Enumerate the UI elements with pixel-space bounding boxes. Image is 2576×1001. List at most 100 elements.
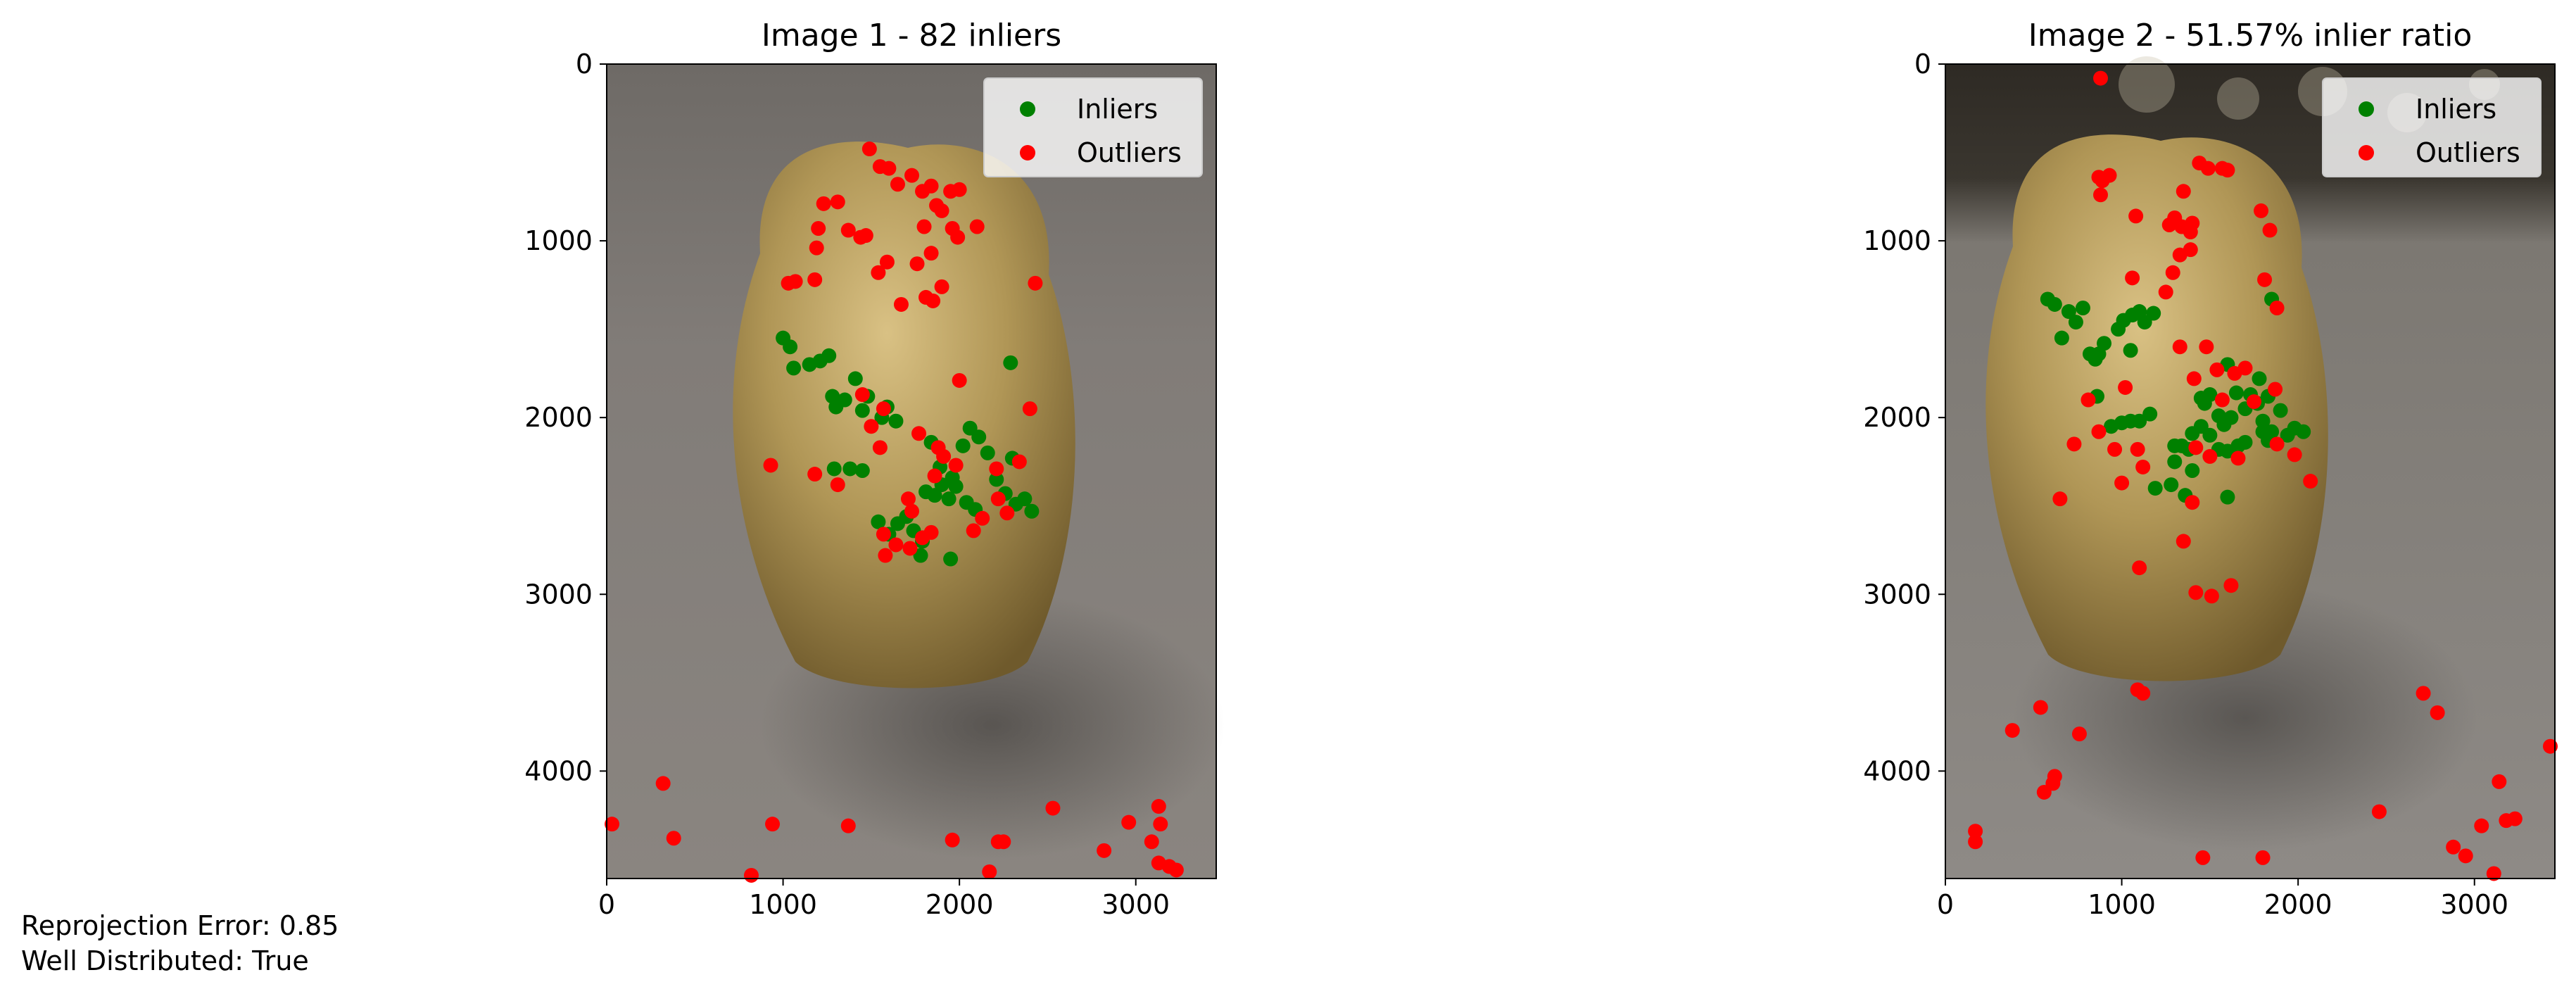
outlier-point — [2114, 475, 2130, 491]
outlier-point — [2081, 392, 2096, 408]
outlier-point — [904, 168, 920, 183]
chart-panel-image-2: Image 2 - 51.57% inlier ratio 0 1000 2000 30… — [1863, 18, 2558, 920]
outlier-point — [2188, 440, 2204, 455]
outlier-point — [881, 160, 897, 176]
legend-marker — [2359, 145, 2374, 160]
outlier-point — [950, 229, 966, 245]
outlier-point — [2172, 339, 2187, 355]
outlier-point — [2507, 811, 2523, 826]
legend-marker — [1020, 145, 1035, 160]
inlier-point — [2255, 413, 2271, 429]
outlier-point — [655, 776, 671, 791]
inlier-point — [2273, 403, 2288, 418]
outlier-point — [2102, 168, 2117, 183]
outlier-point — [2172, 247, 2187, 263]
inlier-point — [2068, 315, 2083, 330]
inlier-point — [786, 360, 802, 376]
outlier-point — [2165, 265, 2180, 280]
outlier-point — [2200, 160, 2216, 176]
outlier-point — [2186, 371, 2202, 386]
outlier-point — [952, 372, 967, 388]
outlier-point — [2255, 850, 2271, 865]
y-tick-label: 0 — [576, 49, 593, 80]
outlier-point — [2492, 774, 2507, 789]
outlier-point — [809, 240, 824, 256]
outlier-point — [876, 401, 891, 417]
outlier-point — [2093, 70, 2109, 86]
outlier-point — [2262, 222, 2278, 238]
outlier-point — [2223, 578, 2239, 593]
outlier-point — [858, 228, 873, 244]
outlier-point — [781, 275, 796, 291]
inlier-point — [2220, 489, 2235, 505]
legend-label: Outliers — [1077, 137, 1182, 168]
outlier-point — [2176, 534, 2191, 549]
inlier-point — [980, 445, 995, 460]
outlier-point — [2158, 284, 2173, 300]
outlier-point — [2268, 382, 2283, 397]
inlier-point — [2202, 427, 2218, 443]
inlier-point — [1024, 503, 1040, 519]
outlier-point — [861, 141, 877, 157]
outlier-point — [743, 867, 759, 883]
outlier-point — [945, 832, 960, 848]
outlier-point — [666, 831, 681, 846]
inlier-point — [2220, 443, 2235, 459]
outlier-point — [2091, 424, 2107, 439]
y-tick-label: 1000 — [524, 225, 593, 256]
outlier-point — [1045, 800, 1061, 816]
inlier-point — [2164, 477, 2179, 493]
outlier-point — [999, 505, 1015, 521]
outlier-point — [2230, 451, 2246, 466]
inlier-point — [854, 403, 870, 418]
inlier-point — [2075, 300, 2090, 315]
chart-title: Image 1 - 82 inliers — [762, 18, 1061, 53]
outlier-point — [2130, 441, 2145, 457]
inlier-point — [826, 461, 842, 477]
inlier-point — [783, 339, 798, 355]
x-tick-label: 2000 — [2264, 889, 2332, 920]
outlier-point — [890, 177, 905, 192]
outlier-point — [2128, 208, 2144, 224]
outlier-point — [893, 296, 909, 312]
inlier-point — [2193, 391, 2209, 406]
outlier-point — [879, 254, 895, 270]
outlier-point — [2161, 217, 2177, 232]
outlier-point — [996, 834, 1011, 850]
y-tick-label: 0 — [1914, 49, 1931, 80]
outlier-point — [904, 503, 920, 519]
legend-label: Inliers — [1077, 94, 1158, 125]
inlier-point — [948, 479, 964, 494]
inlier-point — [2142, 406, 2158, 422]
outlier-point — [923, 524, 939, 540]
outlier-point — [2269, 436, 2285, 452]
outlier-point — [763, 458, 778, 473]
legend-marker — [1020, 101, 1035, 117]
outlier-point — [807, 272, 823, 287]
inlier-point — [943, 551, 959, 567]
outlier-point — [2269, 300, 2285, 315]
inlier-point — [2097, 336, 2112, 351]
chart-title: Image 2 - 51.57% inlier ratio — [2028, 18, 2473, 53]
inlier-point — [2228, 385, 2244, 401]
chart-panel-image-1: Image 1 - 82 inliers 0 1000 2000 3000 0 1000 20… — [524, 18, 1225, 920]
outlier-point — [934, 203, 949, 218]
outlier-point — [926, 293, 941, 308]
legend: Inliers Outliers — [983, 77, 1203, 177]
reprojection-error-text: Reprojection Error: 0.85 — [21, 910, 339, 941]
outlier-point — [966, 523, 981, 539]
outlier-point — [975, 510, 990, 526]
x-tick-label: 1000 — [2088, 889, 2156, 920]
outlier-point — [2093, 187, 2109, 203]
inlier-point — [913, 548, 928, 563]
inlier-point — [2132, 413, 2147, 429]
outlier-point — [2033, 700, 2048, 715]
outlier-point — [2254, 203, 2269, 218]
outlier-point — [989, 461, 1004, 477]
outlier-point — [830, 477, 845, 493]
outlier-point — [830, 194, 845, 210]
outlier-point — [2430, 705, 2445, 720]
inlier-point — [821, 348, 837, 363]
outlier-point — [1144, 834, 1159, 850]
